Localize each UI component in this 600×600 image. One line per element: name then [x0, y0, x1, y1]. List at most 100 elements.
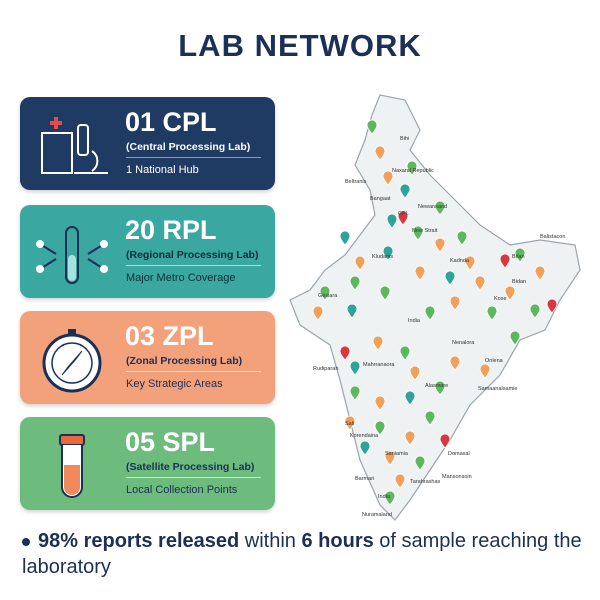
- map-pin: [414, 455, 426, 471]
- card-full-name: (Regional Processing Lab): [126, 249, 259, 261]
- map-pin: [404, 430, 416, 446]
- map-label: India: [408, 318, 421, 324]
- map-label: Bangaat: [370, 196, 391, 202]
- card-description: Local Collection Points: [126, 484, 238, 496]
- map-pin: [439, 433, 451, 449]
- card-rule: [126, 265, 261, 266]
- map-pin: [382, 245, 394, 261]
- map-pin: [394, 473, 406, 489]
- map-label: Alasmare: [425, 383, 448, 389]
- map-pin: [449, 355, 461, 371]
- map-label: Naxaral Republic: [392, 168, 434, 174]
- map-pin: [404, 390, 416, 406]
- map-label: Beltranis: [345, 179, 367, 185]
- map-pin: [486, 305, 498, 321]
- card-heading: 01 CPL: [125, 107, 217, 137]
- map-pin: [399, 183, 411, 199]
- map-pin: [546, 298, 558, 314]
- lab-card: 20 RPL (Regional Processing Lab) Major Met…: [20, 205, 275, 298]
- map-label: Mahrranaora: [363, 362, 395, 368]
- footer-text: of sample reaching the laboratory: [22, 530, 582, 578]
- map-label: Bidan: [512, 279, 526, 285]
- card-description: Major Metro Coverage: [126, 272, 236, 284]
- map-pin: [504, 285, 516, 301]
- map-label: Samaanalsamie: [478, 386, 517, 392]
- map-pin: [366, 119, 378, 135]
- map-pin: [449, 295, 461, 311]
- map-label: Kose: [494, 296, 507, 302]
- map-pin: [384, 490, 396, 506]
- map-pin: [359, 440, 371, 456]
- card-rule: [126, 371, 261, 372]
- card-icon: [59, 434, 85, 498]
- map-pin: [397, 210, 409, 226]
- map-pin: [444, 270, 456, 286]
- card-full-name: (Satellite Processing Lab): [126, 461, 255, 473]
- map-pin: [374, 145, 386, 161]
- map-pin: [349, 385, 361, 401]
- map-label: Rudiparah: [313, 366, 338, 372]
- map-label: Nenalora: [452, 340, 475, 346]
- map-label: Korendaina: [350, 433, 379, 439]
- map-pin: [379, 285, 391, 301]
- map-pin: [509, 330, 521, 346]
- map-pin: [344, 415, 356, 431]
- card-heading: 20 RPL: [125, 215, 217, 245]
- card-full-name: (Central Processing Lab): [126, 141, 251, 153]
- map-label-layer: Bihi Naxaral Republic Beltranis Bangaat Newa…: [313, 136, 565, 518]
- map-pin: [514, 247, 526, 263]
- map-pin: [434, 200, 446, 216]
- bullet: [22, 537, 30, 546]
- map-pin: [409, 365, 421, 381]
- card-full-name: (Zonal Processing Lab): [126, 355, 243, 367]
- map-pin: [312, 305, 324, 321]
- map-label: Kadnda: [450, 258, 470, 264]
- map-pin: [354, 255, 366, 271]
- map-pin: [339, 345, 351, 361]
- map-label: Newansand: [418, 204, 447, 210]
- map-label: Nuramaland: [362, 512, 392, 518]
- map-pin: [424, 410, 436, 426]
- india-map: Bihi Naxaral Republic Beltranis Bangaat Newa…: [289, 94, 581, 521]
- footer-bold-text: 98% reports released: [38, 530, 240, 552]
- card-icon: [36, 226, 108, 284]
- map-label: Bihi: [400, 136, 409, 142]
- map-pin: [529, 303, 541, 319]
- map-pin: [434, 237, 446, 253]
- map-label: Barmari: [355, 476, 374, 482]
- map-label: Tarahrashas: [410, 479, 441, 485]
- card-heading: 05 SPL: [125, 427, 216, 457]
- map-label: Bitan: [512, 254, 525, 260]
- map-label: Gesiara: [318, 293, 338, 299]
- map-pin: [499, 253, 511, 269]
- map-label: Domaxal: [448, 451, 470, 457]
- map-pin: [346, 303, 358, 319]
- map-pin: [399, 345, 411, 361]
- map-outline: [289, 94, 581, 521]
- map-label: Saniamia: [385, 451, 409, 457]
- card-icon: [42, 329, 102, 393]
- map-label: Kludanis: [372, 254, 393, 260]
- map-pin: [374, 395, 386, 411]
- card-rule: [126, 477, 261, 478]
- card-description: Key Strategic Areas: [126, 378, 223, 390]
- map-pin: [464, 255, 476, 271]
- pin-layer: [312, 119, 558, 506]
- card-rule: [126, 157, 261, 158]
- map-pin: [382, 170, 394, 186]
- map-pin: [412, 225, 424, 241]
- map-label: CPL: [398, 211, 409, 217]
- lab-card: 05 SPL (Satellite Processing Lab) Local Co…: [20, 417, 275, 510]
- map-label: Onlena: [485, 358, 504, 364]
- map-pin: [319, 285, 331, 301]
- map-pin: [372, 335, 384, 351]
- map-pin: [374, 420, 386, 436]
- map-pin: [349, 275, 361, 291]
- footer-text: within: [239, 530, 302, 552]
- map-label: India: [378, 494, 391, 500]
- map-pin: [479, 363, 491, 379]
- card-icon: [41, 117, 108, 174]
- map-label: New Strait: [412, 228, 438, 234]
- map-pin: [534, 265, 546, 281]
